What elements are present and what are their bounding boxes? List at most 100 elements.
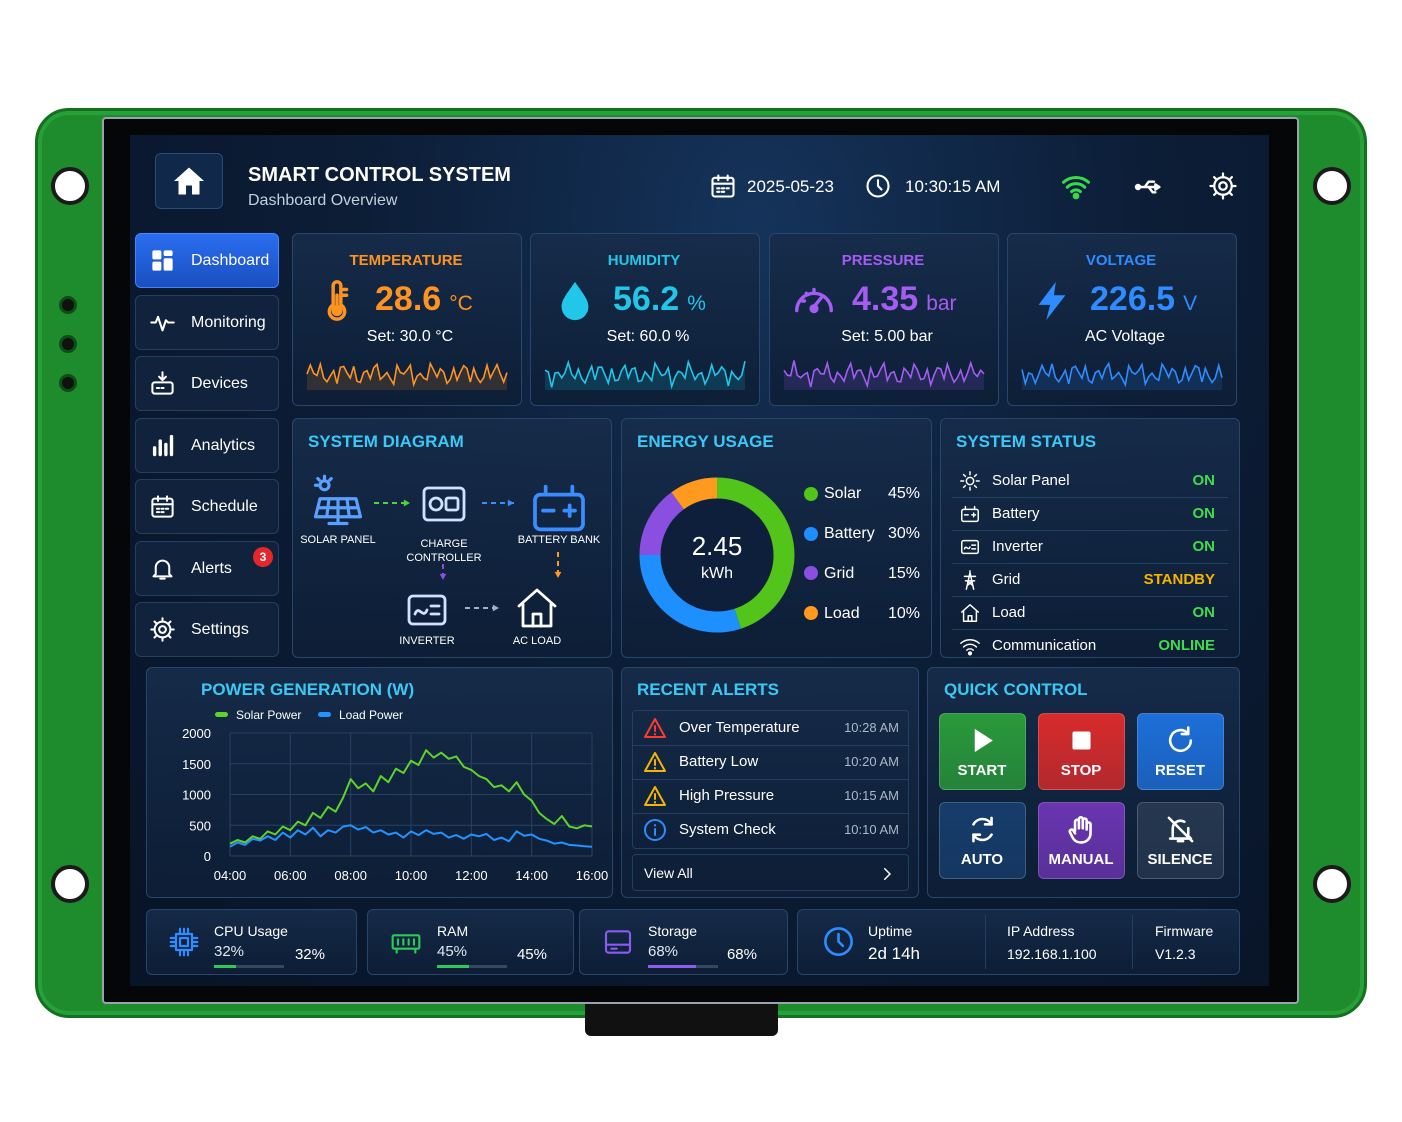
icon-part <box>961 539 979 555</box>
legend-dot <box>804 526 818 541</box>
card-value: 226.5 <box>1090 280 1176 318</box>
legend-dot <box>804 566 818 581</box>
y-tick-label: 0 <box>204 849 211 864</box>
control-icon <box>1072 731 1091 750</box>
control-button[interactable] <box>939 713 1026 790</box>
chevron-icon <box>884 868 891 880</box>
control-label: AUTO <box>960 851 1004 868</box>
card-unit: °C <box>449 292 473 315</box>
icon-part <box>422 486 466 522</box>
metric-card <box>530 233 760 406</box>
x-tick-label: 06:00 <box>274 868 307 883</box>
status-panel <box>940 418 1240 658</box>
panel-title: ENERGY USAGE <box>637 431 774 451</box>
card-setpoint: Set: 30.0 °C <box>366 328 454 346</box>
card-icon <box>1038 281 1066 321</box>
icon-part <box>1072 192 1080 200</box>
row-divider <box>952 530 1228 531</box>
pcb-pad <box>59 296 77 314</box>
icon-part <box>531 612 543 628</box>
alert-time: 10:15 AM <box>844 788 899 804</box>
card-icon <box>795 287 833 314</box>
nav-item[interactable] <box>135 479 279 534</box>
status-name: Solar Panel <box>992 472 1070 489</box>
nav-item[interactable] <box>135 294 279 350</box>
sparkline-line <box>306 361 508 388</box>
control-label: MANUAL <box>1048 851 1114 868</box>
control-label: START <box>957 762 1007 779</box>
home-icon <box>174 167 204 195</box>
icon-part <box>1168 728 1193 753</box>
value-label: 45% <box>887 485 920 503</box>
panel-title: SYSTEM DIAGRAM <box>308 431 464 451</box>
icon-part <box>1138 180 1161 194</box>
arrow-head <box>492 604 499 612</box>
nav-label: Devices <box>191 375 248 393</box>
card-value-row: 4.35 bar <box>852 280 957 319</box>
diagram-node-icon <box>533 484 585 532</box>
date: 2025-05-23 <box>747 177 834 196</box>
status-state: ON <box>1192 538 1216 555</box>
card-icon <box>561 281 589 321</box>
y-tick-label: 1000 <box>182 788 211 803</box>
nav-icon <box>151 495 174 518</box>
icon-part <box>152 250 162 260</box>
row-divider <box>633 745 908 746</box>
pcb-pad <box>59 374 77 392</box>
info-value: 2d 14h <box>868 943 920 963</box>
arrow-head <box>439 573 447 580</box>
card-setpoint: AC Voltage <box>1084 328 1166 346</box>
icon-part <box>152 559 173 577</box>
control-button[interactable] <box>1038 713 1125 790</box>
resource-label: RAM <box>437 922 469 939</box>
series-line <box>229 749 593 845</box>
icon-part <box>967 615 973 622</box>
donut-segment <box>639 554 741 633</box>
row-divider <box>952 629 1228 630</box>
usb-icon <box>1134 180 1161 194</box>
divider <box>1132 915 1133 969</box>
icon-part <box>178 936 190 948</box>
row-divider <box>952 563 1228 564</box>
icon-part <box>313 497 363 526</box>
control-icon <box>1168 726 1193 753</box>
status-icon <box>960 639 980 656</box>
icon-part <box>967 651 973 656</box>
panel-title: QUICK CONTROL <box>944 679 1088 699</box>
donut-segment <box>639 492 685 556</box>
resource-value: 45% <box>516 946 547 963</box>
legend-label: Load <box>824 604 860 622</box>
card-title: PRESSURE <box>841 252 925 269</box>
x-tick-label: 08:00 <box>334 868 367 883</box>
view-all-button[interactable] <box>632 854 909 891</box>
icon-part <box>152 434 174 456</box>
nav-item[interactable] <box>135 233 279 288</box>
icon-part <box>413 604 441 616</box>
icon-part <box>169 927 199 957</box>
alert-text: High Pressure <box>679 787 775 804</box>
mounting-hole <box>1313 865 1351 903</box>
alert-text: Battery Low <box>679 753 759 770</box>
resource-panel <box>579 909 788 975</box>
control-button[interactable] <box>1038 802 1125 879</box>
status-state: STANDBY <box>1143 571 1215 588</box>
alert-list <box>632 710 909 849</box>
icon-part <box>963 505 977 518</box>
legend-swatch <box>318 712 331 717</box>
icon-part <box>824 927 853 956</box>
nav-icon <box>150 315 175 331</box>
nav-item[interactable] <box>135 356 279 411</box>
nav-icon <box>152 434 174 456</box>
info-value: 192.168.1.100 <box>1007 945 1097 962</box>
status-name: Inverter <box>992 538 1043 555</box>
icon-part <box>151 381 174 395</box>
status-state: ON <box>1192 505 1216 522</box>
sparkline-line <box>1021 361 1223 388</box>
control-label: RESET <box>1154 762 1205 779</box>
panel-title: RECENT ALERTS <box>637 679 779 699</box>
status-icon <box>961 505 979 523</box>
power-panel <box>146 667 613 898</box>
nav-label: Monitoring <box>191 313 266 331</box>
card-unit: V <box>1183 292 1198 315</box>
sparkline-area <box>545 361 745 390</box>
